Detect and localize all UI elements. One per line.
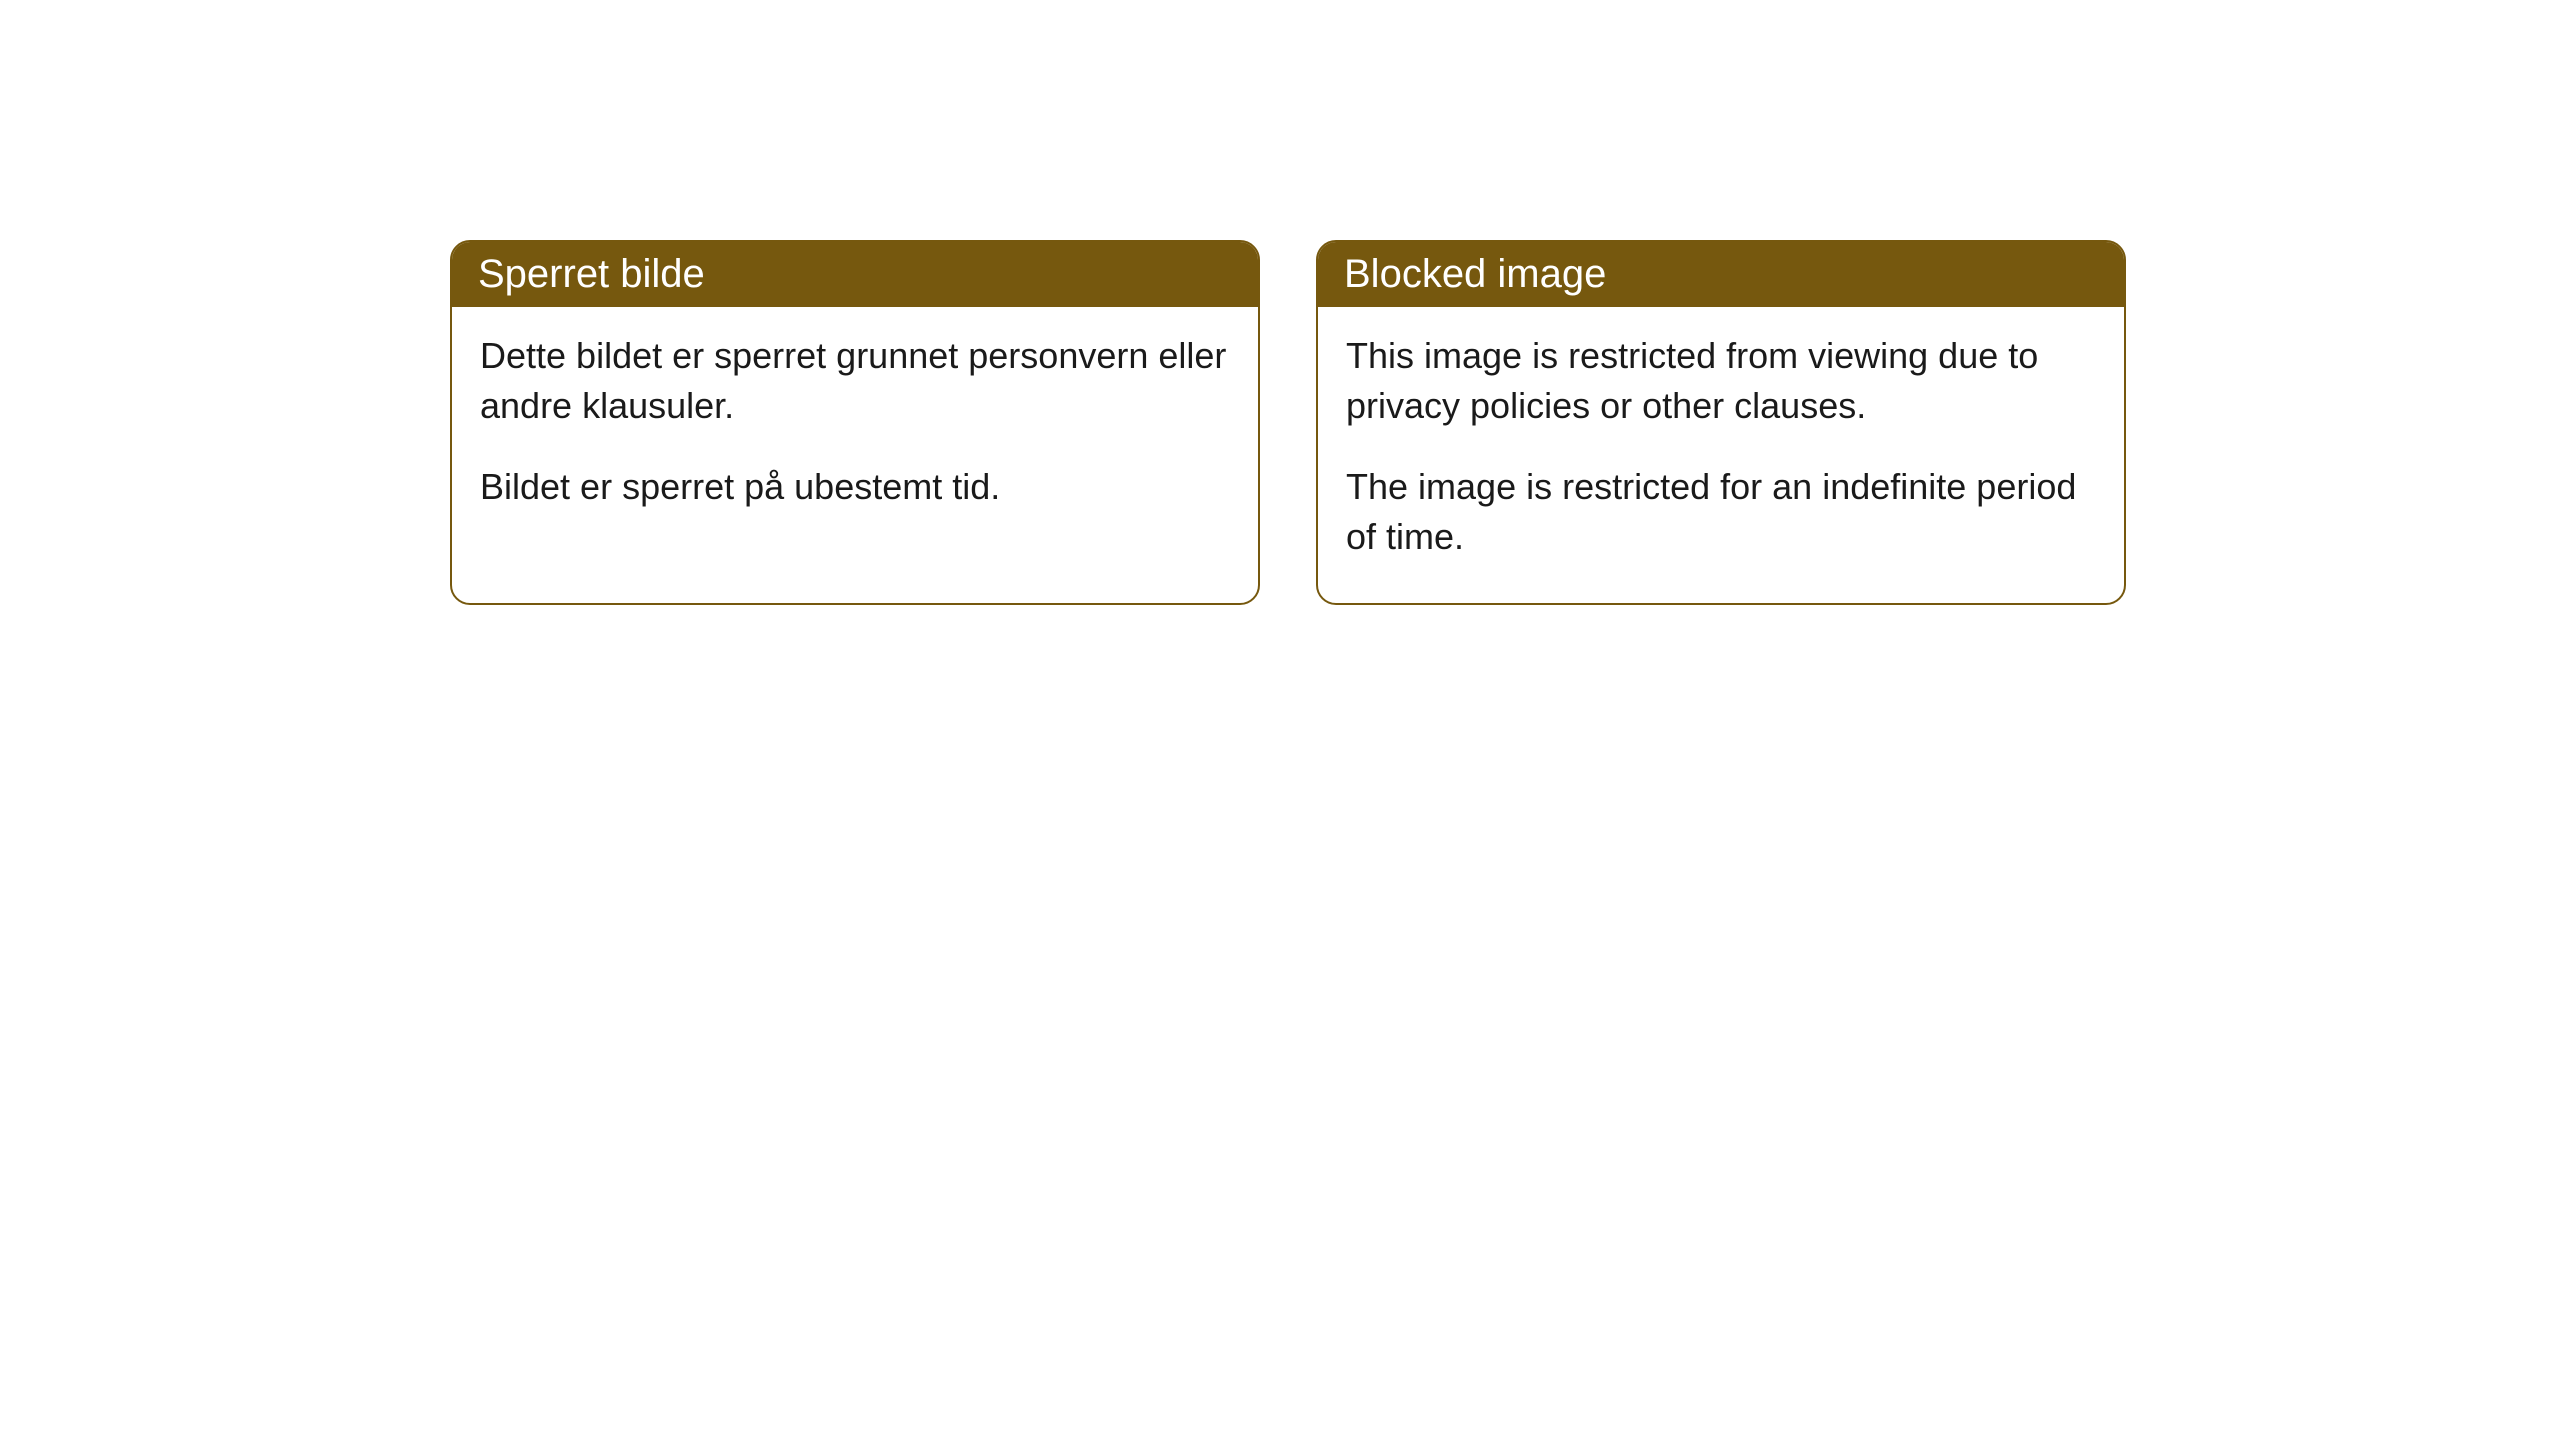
notice-container: Sperret bilde Dette bildet er sperret gr…: [0, 0, 2560, 605]
card-title: Blocked image: [1344, 252, 1606, 296]
card-body: This image is restricted from viewing du…: [1318, 307, 2124, 603]
card-paragraph: The image is restricted for an indefinit…: [1346, 462, 2096, 563]
card-header: Blocked image: [1318, 242, 2124, 307]
notice-card-norwegian: Sperret bilde Dette bildet er sperret gr…: [450, 240, 1260, 605]
notice-card-english: Blocked image This image is restricted f…: [1316, 240, 2126, 605]
card-header: Sperret bilde: [452, 242, 1258, 307]
card-title: Sperret bilde: [478, 252, 705, 296]
card-paragraph: Dette bildet er sperret grunnet personve…: [480, 331, 1230, 432]
card-paragraph: This image is restricted from viewing du…: [1346, 331, 2096, 432]
card-body: Dette bildet er sperret grunnet personve…: [452, 307, 1258, 552]
card-paragraph: Bildet er sperret på ubestemt tid.: [480, 462, 1230, 512]
